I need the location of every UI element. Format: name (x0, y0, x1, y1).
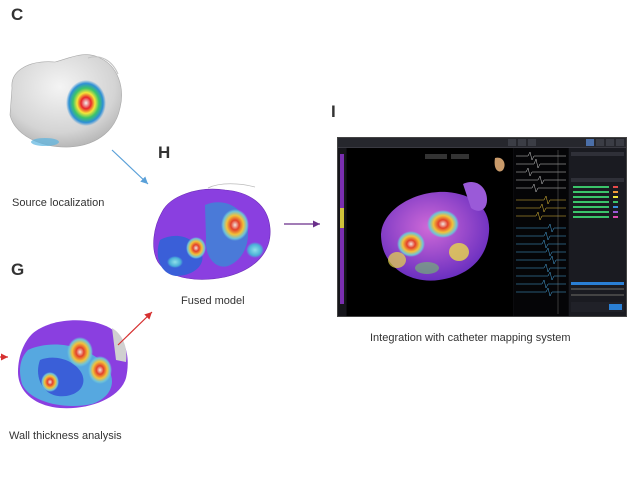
caption-integration: Integration with catheter mapping system (370, 332, 571, 344)
toolbar-button (596, 139, 604, 146)
catheter-mapping-window (337, 137, 627, 317)
toolbar-button (616, 139, 624, 146)
heart-model-c (9, 54, 122, 148)
heart-model-g (18, 320, 128, 409)
mapping-3d-viewport (347, 148, 513, 316)
arrow-g-to-h (117, 311, 153, 346)
toolbar-button (606, 139, 614, 146)
heart-model-h (153, 183, 271, 280)
panel-letter-c: C (11, 5, 24, 24)
mapping-titlebar (338, 138, 626, 148)
caption-wall-thickness: Wall thickness analysis (9, 430, 122, 442)
caption-fused-model: Fused model (181, 295, 245, 307)
toolbar-button (518, 139, 526, 146)
mapping-right-panel (569, 148, 626, 316)
toolbar-button (528, 139, 536, 146)
caption-source-localization: Source localization (12, 197, 105, 209)
panel-letter-h: H (158, 143, 171, 162)
panel-letter-g: G (11, 260, 25, 279)
arrow-c-to-h (111, 149, 149, 185)
toolbar-button (586, 139, 594, 146)
toolbar-button (508, 139, 516, 146)
panel-letter-i: I (331, 102, 336, 121)
mapping-signal-traces (514, 148, 568, 316)
mapping-left-toolbar (338, 148, 346, 316)
